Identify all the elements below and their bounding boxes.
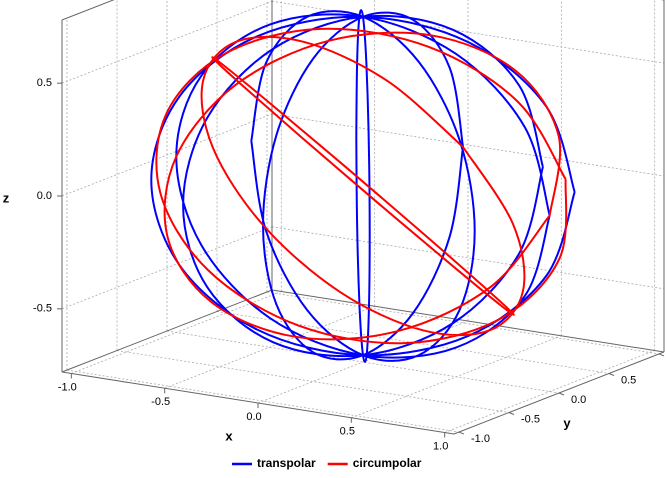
- grid-line: [61, 226, 273, 310]
- y-tick: [508, 412, 515, 415]
- orbit-line: [150, 9, 576, 363]
- z-tick-label: 0.5: [37, 77, 52, 89]
- legend-label: transpolar: [257, 456, 316, 470]
- x-tick-label: 0.0: [246, 411, 261, 423]
- grid-line: [116, 350, 510, 413]
- y-tick-label: 0.5: [621, 374, 636, 386]
- z-tick-label: -0.5: [33, 303, 52, 315]
- box-edge: [271, 289, 665, 353]
- x-axis-label: x: [225, 428, 233, 443]
- y-axis-label: y: [563, 415, 571, 430]
- orbit-line: [155, 27, 568, 345]
- x-tick-label: -0.5: [151, 396, 170, 408]
- grid-line: [164, 305, 375, 389]
- x-tick-label: 1.0: [433, 440, 448, 452]
- grid-line: [61, 113, 273, 197]
- z-axis-label: z: [3, 190, 10, 205]
- x-tick-label: 0.5: [340, 426, 355, 438]
- box-edge: [61, 289, 273, 373]
- box-edge: [61, 0, 115, 21]
- y-tick-label: -0.5: [521, 413, 540, 425]
- y-tick: [558, 392, 565, 396]
- y-tick: [608, 373, 615, 376]
- y-tick: [458, 431, 465, 435]
- z-tick-label: 0.0: [37, 190, 52, 202]
- y-tick-label: 0.0: [571, 394, 586, 406]
- x-tick-label: -1.0: [58, 381, 77, 393]
- y-tick-label: -1.0: [471, 433, 490, 445]
- y-tick: [658, 353, 665, 357]
- grid-line: [444, 350, 655, 433]
- legend-label: circumpolar: [353, 456, 422, 470]
- grid-line: [257, 320, 469, 404]
- grid-line: [61, 0, 273, 84]
